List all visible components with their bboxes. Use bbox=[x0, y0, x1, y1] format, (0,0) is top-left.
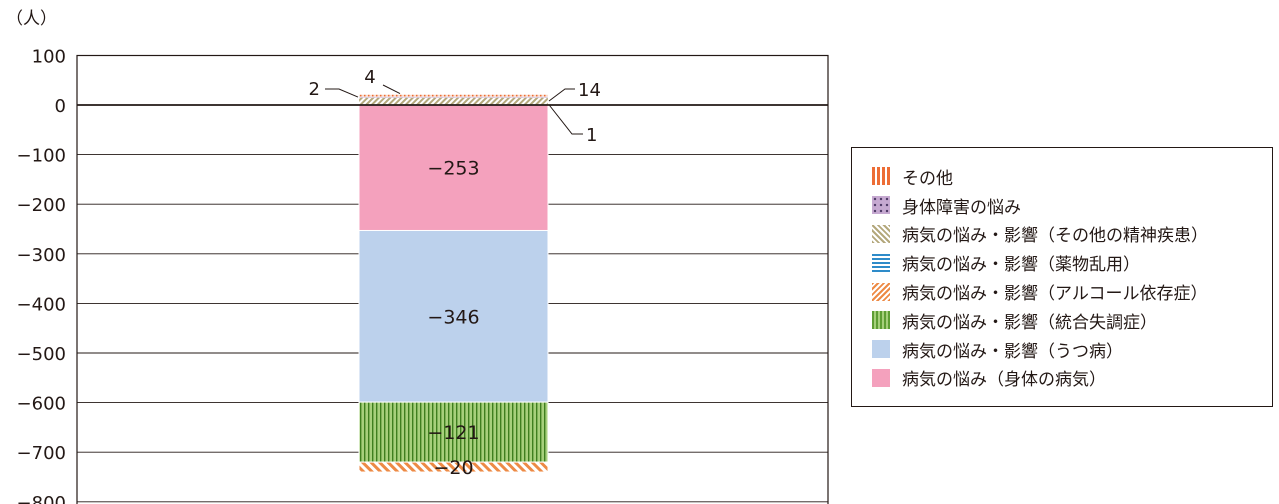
data-label: 14 bbox=[578, 80, 601, 101]
legend-label: 病気の悩み・影響（うつ病） bbox=[902, 341, 1123, 362]
y-tick-label: −800 bbox=[17, 493, 66, 504]
y-tick-label: −500 bbox=[17, 344, 66, 365]
data-label: −121 bbox=[427, 422, 479, 444]
data-label: 2 bbox=[309, 79, 320, 100]
legend-item: 病気の悩み・影響（その他の精神疾患） bbox=[872, 220, 1272, 249]
bar-segment-3 bbox=[358, 461, 549, 473]
legend-label: 病気の悩み・影響（その他の精神疾患） bbox=[902, 226, 1208, 247]
data-labels: −253 −346 −121 −20 2 4 14 1 bbox=[309, 67, 601, 479]
y-tick-label: −600 bbox=[17, 394, 66, 415]
legend-swatch bbox=[872, 282, 890, 301]
plot-frame bbox=[76, 54, 829, 504]
legend-label: 病気の悩み・影響（薬物乱用） bbox=[902, 255, 1140, 276]
leader-line bbox=[382, 84, 401, 95]
legend-label: その他 bbox=[902, 168, 953, 189]
legend-swatch bbox=[872, 368, 890, 387]
bar-segments bbox=[358, 94, 549, 473]
y-tick-label: 100 bbox=[32, 46, 66, 67]
data-label: 1 bbox=[586, 125, 597, 146]
unit-label: （人） bbox=[6, 9, 57, 29]
leader-line bbox=[548, 88, 575, 102]
legend-item: 病気の悩み（身体の病気） bbox=[872, 364, 1272, 393]
leader-line bbox=[548, 104, 583, 135]
bar-segment-5 bbox=[358, 97, 549, 105]
legend-swatch bbox=[872, 253, 890, 272]
legend-item: 身体障害の悩み bbox=[872, 191, 1272, 220]
bar-segment-1 bbox=[358, 229, 549, 403]
legend-item: その他 bbox=[872, 162, 1272, 191]
legend-label: 身体障害の悩み bbox=[902, 197, 1021, 218]
legend-item: 病気の悩み・影響（薬物乱用） bbox=[872, 248, 1272, 277]
y-axis-ticks: 100 0 −100 −200 −300 −400 −500 −600 −700 −800 bbox=[17, 46, 66, 504]
legend-swatch bbox=[872, 224, 890, 243]
legend-label: 病気の悩み・影響（アルコール依存症） bbox=[902, 284, 1208, 305]
legend-item: 病気の悩み・影響（アルコール依存症） bbox=[872, 277, 1272, 306]
legend-label: 病気の悩み・影響（統合失調症） bbox=[902, 312, 1157, 333]
bar-segment-7 bbox=[358, 94, 549, 97]
legend-swatch bbox=[872, 340, 890, 359]
bar-segment-2 bbox=[358, 401, 549, 463]
legend-swatch bbox=[872, 167, 890, 186]
legend-label: 病気の悩み（身体の病気） bbox=[902, 370, 1106, 391]
y-tick-label: −700 bbox=[17, 443, 66, 464]
y-tick-label: −100 bbox=[17, 146, 66, 167]
y-tick-label: 0 bbox=[55, 96, 66, 117]
legend-swatch bbox=[872, 311, 890, 330]
data-label: −20 bbox=[433, 457, 473, 479]
y-tick-label: −200 bbox=[17, 195, 66, 216]
legend-item: 病気の悩み・影響（うつ病） bbox=[872, 335, 1272, 364]
legend: その他身体障害の悩み病気の悩み・影響（その他の精神疾患） 病気の悩み・影響（薬物乱… bbox=[851, 147, 1273, 407]
data-label: −346 bbox=[427, 306, 479, 328]
y-tick-label: −300 bbox=[17, 245, 66, 266]
legend-item: 病気の悩み・影響（統合失調症） bbox=[872, 306, 1272, 335]
data-label: −253 bbox=[427, 158, 479, 180]
data-label: 4 bbox=[364, 67, 375, 88]
legend-swatch bbox=[872, 196, 890, 215]
leader-line bbox=[325, 88, 359, 98]
y-tick-label: −400 bbox=[17, 294, 66, 315]
